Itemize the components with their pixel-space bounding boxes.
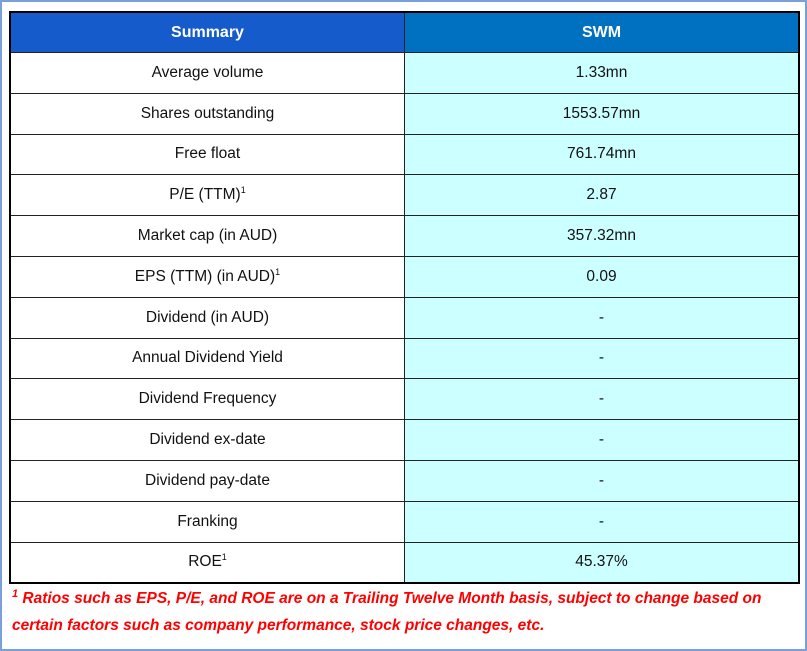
row-label-text: Free float	[174, 145, 241, 163]
summary-table: Summary SWM Average volume 1.33mn Shares o…	[9, 11, 800, 585]
header-summary: Summary	[9, 11, 405, 53]
row-value: 2.87	[404, 174, 800, 217]
row-label-text: Franking	[177, 512, 238, 530]
row-label-text: ROE	[188, 553, 222, 571]
table-row: Shares outstanding 1553.57mn	[9, 92, 800, 135]
row-value: -	[404, 378, 800, 421]
row-label: Annual Dividend Yield	[9, 337, 405, 380]
table-row: Dividend pay-date -	[9, 459, 800, 502]
row-label-text: P/E (TTM)	[169, 186, 241, 204]
row-value: -	[404, 419, 800, 461]
footnote: 1 Ratios such as EPS, P/E, and ROE are o…	[12, 585, 802, 639]
row-value: 0.09	[404, 255, 800, 298]
row-label: Dividend pay-date	[9, 459, 405, 502]
row-label: Dividend ex-date	[9, 419, 405, 461]
row-value: 761.74mn	[404, 133, 800, 176]
row-value: 45.37%	[404, 541, 800, 584]
row-label-text: Dividend (in AUD)	[145, 308, 270, 326]
row-label-text: Average volume	[151, 63, 264, 81]
table-row: Average volume 1.33mn	[9, 52, 800, 94]
row-label: Shares outstanding	[9, 92, 405, 135]
row-value: 1.33mn	[404, 52, 800, 94]
row-value: -	[404, 337, 800, 380]
row-label: P/E (TTM)1	[9, 174, 405, 217]
row-value: 1553.57mn	[404, 92, 800, 135]
row-label: Average volume	[9, 52, 405, 94]
table-row: ROE1 45.37%	[9, 541, 800, 584]
row-value: -	[404, 296, 800, 339]
table-row: Franking -	[9, 500, 800, 543]
table-row: Free float 761.74mn	[9, 133, 800, 176]
row-label-text: Market cap (in AUD)	[137, 227, 278, 245]
row-label: Dividend Frequency	[9, 378, 405, 421]
footnote-ref: 1	[240, 185, 246, 196]
table-row: Dividend (in AUD) -	[9, 296, 800, 339]
row-label: ROE1	[9, 541, 405, 584]
row-label-text: EPS (TTM) (in AUD)	[134, 267, 276, 285]
row-label: Market cap (in AUD)	[9, 215, 405, 257]
row-label: Free float	[9, 133, 405, 176]
footnote-ref: 1	[275, 266, 281, 277]
row-label-text: Dividend pay-date	[145, 471, 270, 489]
table-header: Summary SWM	[9, 11, 800, 53]
header-ticker: SWM	[404, 11, 800, 53]
row-label-text: Dividend ex-date	[149, 431, 266, 449]
row-label: Dividend (in AUD)	[9, 296, 405, 339]
table-row: EPS (TTM) (in AUD)1 0.09	[9, 255, 800, 298]
table-row: Dividend Frequency -	[9, 378, 800, 421]
footnote-text: Ratios such as EPS, P/E, and ROE are on …	[12, 590, 762, 634]
row-label: Franking	[9, 500, 405, 543]
table-row: P/E (TTM)1 2.87	[9, 174, 800, 217]
row-value: 357.32mn	[404, 215, 800, 257]
row-label-text: Annual Dividend Yield	[132, 349, 283, 367]
table-row: Annual Dividend Yield -	[9, 337, 800, 380]
footnote-ref: 1	[221, 552, 227, 563]
table-row: Market cap (in AUD) 357.32mn	[9, 215, 800, 257]
footnote-marker: 1	[12, 588, 19, 600]
table-row: Dividend ex-date -	[9, 419, 800, 461]
row-label-text: Shares outstanding	[140, 104, 275, 122]
row-value: -	[404, 459, 800, 502]
row-label: EPS (TTM) (in AUD)1	[9, 255, 405, 298]
row-label-text: Dividend Frequency	[138, 390, 277, 408]
row-value: -	[404, 500, 800, 543]
